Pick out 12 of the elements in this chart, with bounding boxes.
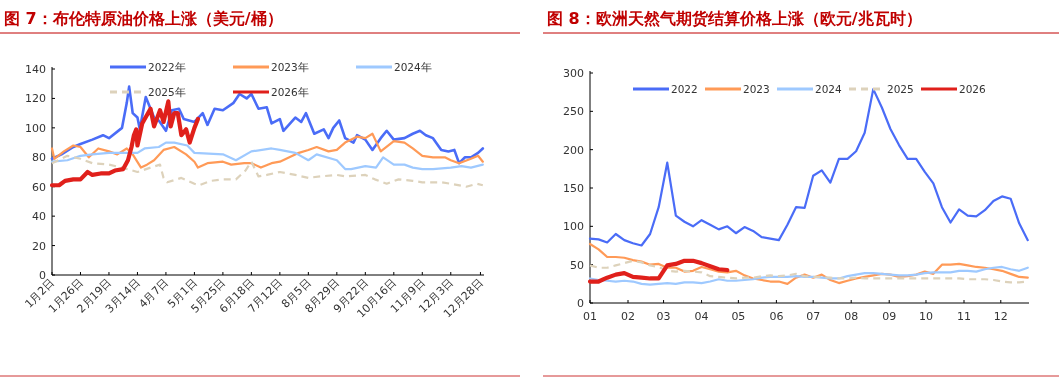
legend-label: 2022年: [148, 61, 186, 73]
legend-label: 2023: [743, 83, 770, 95]
legend-label: 2025年: [148, 86, 186, 98]
legend-label: 2025: [887, 83, 914, 95]
title: 图 8：欧洲天然气期货结算价格上涨（欧元/兆瓦时）: [547, 9, 922, 28]
legend-label: 2026年: [271, 86, 309, 98]
legend-label: 2026: [959, 83, 987, 95]
legend-label: 2023年: [271, 61, 309, 73]
legend-label: 2024: [815, 83, 843, 95]
title: 图 7：布伦特原油价格上涨（美元/桶）: [4, 9, 283, 28]
legend-label: 2024年: [394, 61, 432, 73]
legend-label: 2022: [671, 83, 698, 95]
